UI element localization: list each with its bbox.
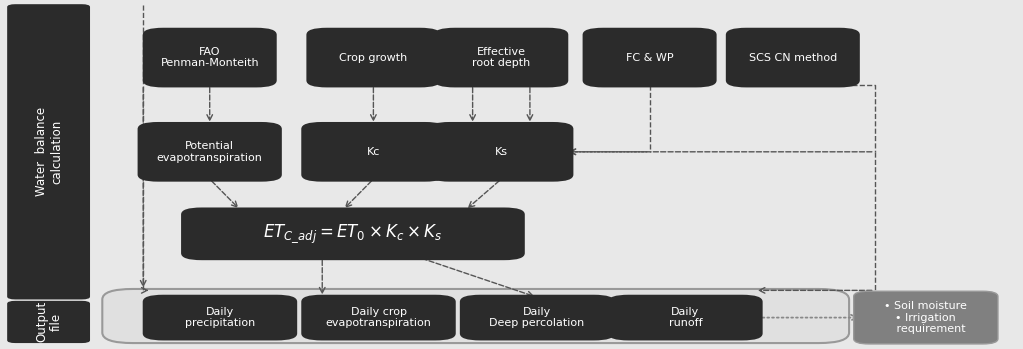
FancyBboxPatch shape: [726, 28, 859, 88]
FancyBboxPatch shape: [7, 4, 90, 299]
Text: $ET_{C\_adj} = ET_0 \times K_c \times K_s$: $ET_{C\_adj} = ET_0 \times K_c \times K_…: [263, 223, 443, 245]
FancyBboxPatch shape: [301, 295, 456, 341]
Text: Daily crop
evapotranspiration: Daily crop evapotranspiration: [325, 307, 432, 328]
FancyBboxPatch shape: [102, 289, 849, 343]
Text: Daily
Deep percolation: Daily Deep percolation: [489, 307, 585, 328]
FancyBboxPatch shape: [608, 295, 763, 341]
Text: Daily
precipitation: Daily precipitation: [185, 307, 255, 328]
Text: Ks: Ks: [495, 147, 507, 157]
FancyBboxPatch shape: [460, 295, 614, 341]
FancyBboxPatch shape: [142, 295, 297, 341]
FancyBboxPatch shape: [434, 28, 569, 88]
Text: FAO
Penman-Monteith: FAO Penman-Monteith: [161, 47, 259, 68]
Text: Effective
root depth: Effective root depth: [473, 47, 530, 68]
Text: Crop growth: Crop growth: [340, 53, 407, 62]
Text: Water  balance
calculation: Water balance calculation: [35, 107, 63, 196]
Text: • Soil moisture
• Irrigation
   requirement: • Soil moisture • Irrigation requirement: [884, 301, 968, 334]
Text: Output
file: Output file: [35, 301, 63, 342]
FancyBboxPatch shape: [137, 122, 281, 182]
FancyBboxPatch shape: [181, 207, 525, 260]
FancyBboxPatch shape: [430, 122, 573, 182]
Text: Potential
evapotranspiration: Potential evapotranspiration: [157, 141, 263, 163]
FancyBboxPatch shape: [583, 28, 716, 88]
Text: SCS CN method: SCS CN method: [749, 53, 837, 62]
FancyBboxPatch shape: [307, 28, 440, 88]
Text: Kc: Kc: [366, 147, 381, 157]
FancyBboxPatch shape: [7, 301, 90, 343]
Text: Daily
runoff: Daily runoff: [669, 307, 702, 328]
Text: FC & WP: FC & WP: [626, 53, 673, 62]
FancyBboxPatch shape: [301, 122, 446, 182]
FancyBboxPatch shape: [853, 291, 998, 344]
FancyBboxPatch shape: [142, 28, 276, 88]
